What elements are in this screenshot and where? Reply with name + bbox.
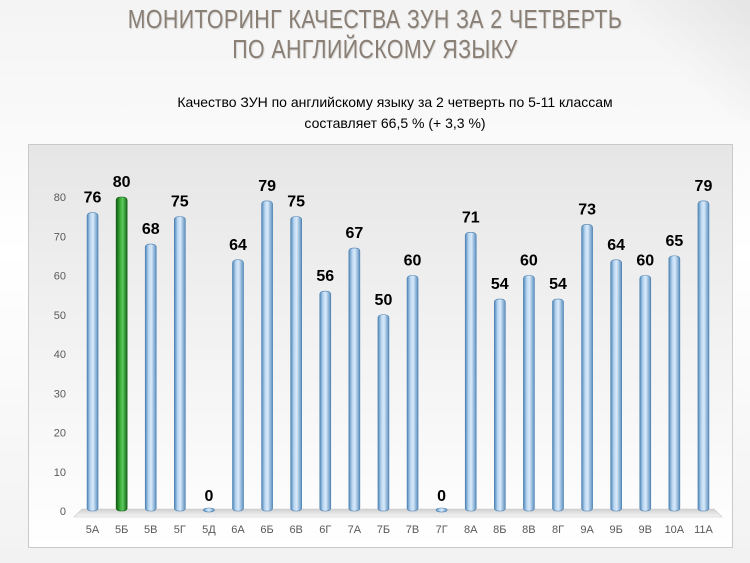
bar-7А [348, 247, 361, 512]
x-tick-label-7Б: 7Б [377, 524, 390, 536]
x-tick-label-7А: 7А [348, 524, 362, 536]
x-tick-label-6В: 6В [289, 524, 302, 536]
bar-5В [144, 243, 157, 512]
data-label-7А: 67 [345, 225, 363, 242]
data-label-6Г: 56 [316, 268, 334, 285]
bar-5Д [203, 507, 215, 513]
chart-floor [73, 508, 723, 518]
y-tick-label: 70 [54, 231, 66, 243]
bar-9Б [610, 259, 622, 512]
x-tick-label-6Г: 6Г [319, 524, 331, 536]
data-label-5А: 76 [84, 190, 102, 207]
bar-9А [581, 224, 593, 512]
slide-title: МОНИТОРИНГ КАЧЕСТВА ЗУН ЗА 2 ЧЕТВЕРТЬ ПО… [68, 4, 683, 64]
bar-8Б [494, 298, 506, 512]
bar-8В [523, 275, 535, 512]
x-tick-label-7Г: 7Г [436, 524, 448, 536]
bar-6Г [319, 290, 332, 512]
y-tick-label: 80 [54, 192, 66, 204]
data-label-5Б: 80 [113, 174, 131, 191]
bar-5Б [115, 196, 128, 512]
y-tick-label: 10 [54, 467, 66, 479]
bar-8Г [552, 298, 564, 512]
data-label-10А: 65 [665, 233, 683, 250]
data-label-11А: 79 [695, 178, 713, 195]
bar-11А [697, 200, 710, 512]
x-tick-label-7В: 7В [406, 524, 419, 536]
x-tick-label-9А: 9А [580, 524, 594, 536]
data-label-5Д: 0 [204, 488, 213, 505]
x-tick-label-9Б: 9Б [610, 524, 623, 536]
decorative-corner [630, 0, 750, 120]
slide-title-line-2: ПО АНГЛИЙСКОМУ ЯЗЫКУ [232, 34, 518, 64]
bar-6А [232, 259, 244, 512]
x-tick-label-5А: 5А [86, 524, 100, 536]
x-tick-label-8Б: 8Б [493, 524, 506, 536]
slide-subtitle-line-1: Качество ЗУН по английскому языку за 2 ч… [177, 94, 613, 110]
y-tick-label: 20 [54, 428, 66, 440]
bar-9В [639, 275, 652, 512]
x-tick-label-6А: 6А [231, 524, 245, 536]
data-label-8А: 71 [462, 209, 480, 226]
data-label-6А: 64 [229, 237, 247, 254]
data-label-7Б: 50 [375, 292, 393, 309]
bar-7В [406, 275, 419, 512]
x-tick-label-5В: 5В [144, 524, 157, 536]
y-tick-label: 60 [54, 271, 66, 283]
data-label-8Б: 54 [491, 276, 509, 293]
data-label-6В: 75 [287, 194, 305, 211]
x-tick-label-10А: 10А [665, 524, 685, 536]
bar-10А [668, 255, 681, 512]
data-label-8В: 60 [520, 253, 538, 270]
data-label-9А: 73 [578, 201, 596, 218]
data-label-5Г: 75 [171, 194, 189, 211]
bar-8А [464, 232, 477, 512]
slide-subtitle: Качество ЗУН по английскому языку за 2 ч… [60, 92, 730, 134]
slide-subtitle-line-2: составляет 66,5 % (+ 3,3 %) [304, 115, 486, 131]
data-label-8Г: 54 [549, 276, 567, 293]
slide-title-line-1: МОНИТОРИНГ КАЧЕСТВА ЗУН ЗА 2 ЧЕТВЕРТЬ [127, 4, 623, 34]
x-tick-label-8Г: 8Г [552, 524, 564, 536]
x-tick-label-11А: 11А [694, 524, 713, 536]
y-tick-label: 30 [54, 388, 66, 400]
x-tick-label-8В: 8В [522, 524, 535, 536]
y-tick-label: 40 [54, 349, 66, 361]
x-tick-label-5Д: 5Д [202, 524, 216, 536]
bar-5Г [174, 216, 186, 512]
y-tick-label: 50 [54, 310, 66, 322]
x-tick-label-9В: 9В [639, 524, 652, 536]
bar-7Г [435, 507, 448, 513]
data-label-5В: 68 [142, 221, 160, 238]
data-label-7В: 60 [404, 253, 422, 270]
x-tick-label-5Б: 5Б [115, 524, 128, 536]
x-tick-label-5Г: 5Г [174, 524, 186, 536]
data-label-9Б: 64 [607, 237, 625, 254]
bar-5А [86, 212, 99, 512]
bar-6Б [261, 200, 273, 512]
y-tick-label: 0 [60, 506, 66, 518]
x-tick-label-8А: 8А [464, 524, 478, 536]
x-tick-label-6Б: 6Б [260, 524, 273, 536]
bar-7Б [377, 314, 390, 512]
data-label-6Б: 79 [258, 178, 276, 195]
data-label-9В: 60 [636, 253, 654, 270]
bar-6В [290, 216, 302, 512]
data-label-7Г: 0 [437, 488, 446, 505]
